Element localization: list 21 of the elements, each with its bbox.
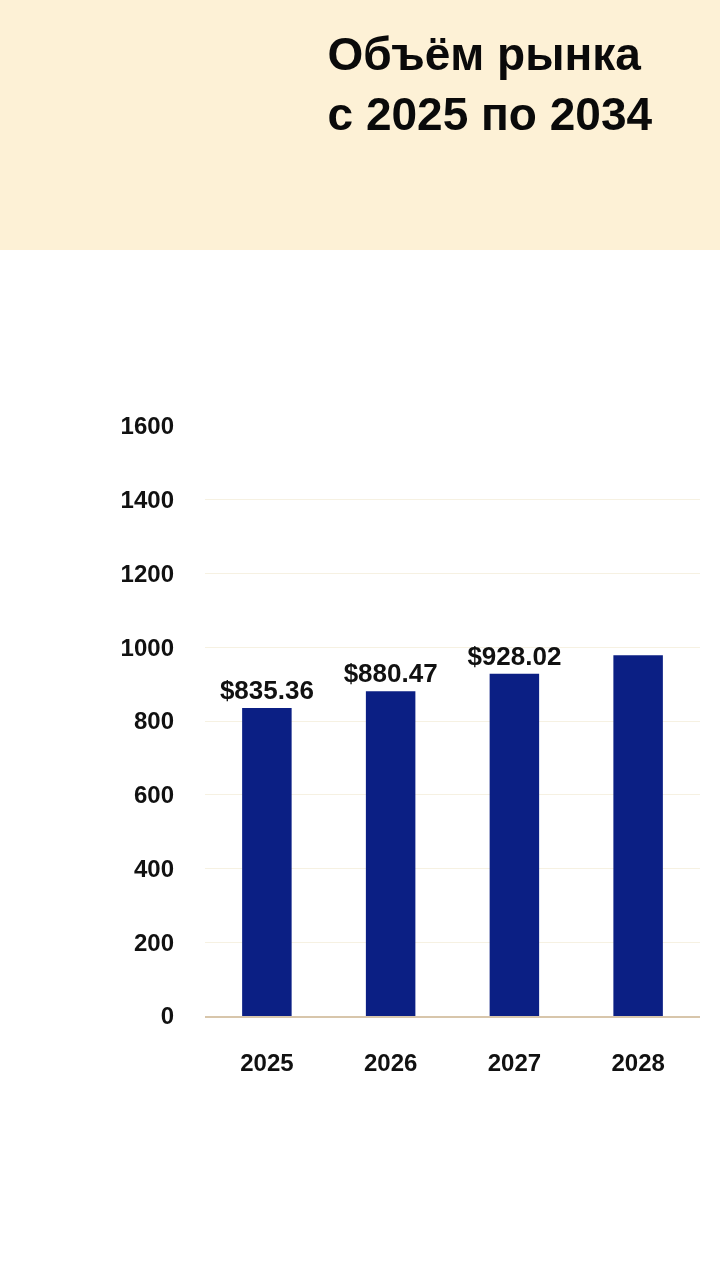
y-tick-label: 1400 [120,486,174,514]
data-label: $928.02 [467,640,562,671]
bar [489,673,540,1016]
x-tick-label: 2027 [487,1048,542,1076]
x-tick-label: 2026 [363,1048,418,1076]
y-tick-label: 0 [160,1002,174,1030]
data-label: $835.36 [219,674,314,705]
chart-title: Объём рынка с 2025 по 2034 [327,28,653,140]
data-label: $880.47 [343,658,438,689]
y-tick-label: 1600 [120,412,174,440]
x-tick-label: 2025 [240,1048,294,1076]
y-tick-label: 1200 [120,559,174,587]
y-tick-label: 400 [133,854,174,882]
y-tick-label: 1000 [120,633,174,661]
bar [242,707,292,1016]
y-tick-label: 800 [133,707,174,735]
bar [365,691,416,1016]
bar [613,655,663,1016]
x-tick-label: 2028 [611,1048,665,1076]
y-tick-label: 200 [133,928,174,956]
y-tick-label: 600 [133,781,174,809]
